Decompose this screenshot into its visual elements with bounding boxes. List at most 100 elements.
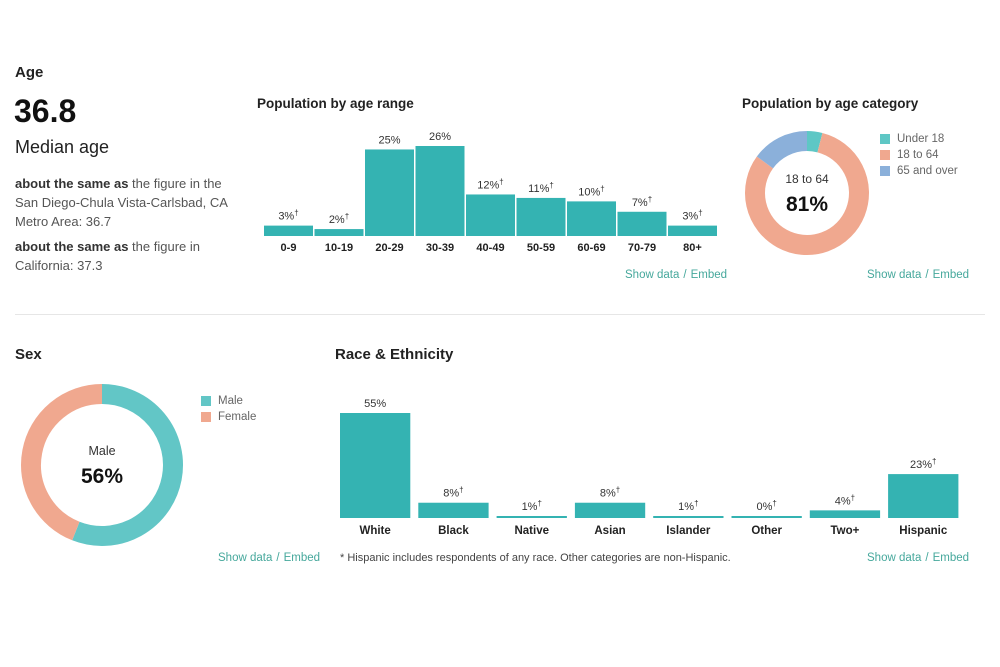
data-label-asian: 8%† <box>600 486 620 500</box>
category-label-10-19: 10-19 <box>325 242 353 254</box>
sex-show-data-link[interactable]: Show data <box>218 552 273 564</box>
sex-embed-link[interactable]: Embed <box>283 552 320 564</box>
median-age-label: Median age <box>15 137 110 157</box>
data-label-white: 55% <box>364 398 386 410</box>
age-category-embed-link[interactable]: Embed <box>932 269 969 281</box>
legend-label: 18 to 64 <box>897 149 939 161</box>
bar-white <box>340 413 411 518</box>
data-label-black: 8%† <box>443 486 463 500</box>
race-embed-link[interactable]: Embed <box>932 552 969 564</box>
sex-links: Show data / Embed <box>218 552 320 564</box>
margin-of-error-mark: † <box>694 499 698 508</box>
bar-hispanic <box>888 474 959 518</box>
age-category-show-data-link[interactable]: Show data <box>867 269 922 281</box>
age-section-title: Age <box>15 64 44 81</box>
data-label-0-9: 3%† <box>278 209 298 223</box>
data-label-60-69: 10%† <box>578 184 604 198</box>
margin-of-error-mark: † <box>549 181 553 190</box>
slice-male <box>72 384 183 546</box>
metro-comparison: about the same as the figure in the San … <box>15 174 240 231</box>
sex-center-label: Male <box>88 444 115 458</box>
bar-50-59 <box>516 197 566 236</box>
legend-label: Under 18 <box>897 133 945 145</box>
section-divider <box>15 314 985 315</box>
legend-label: Male <box>218 395 243 407</box>
slice-under-18 <box>806 131 823 153</box>
margin-of-error-mark: † <box>537 499 541 508</box>
legend-item-female: Female <box>201 409 256 425</box>
bar-30-39 <box>415 146 465 236</box>
category-label-0-9: 0-9 <box>281 242 297 254</box>
data-label-islander: 1%† <box>678 499 698 513</box>
margin-of-error-mark: † <box>616 486 620 495</box>
legend-item-male: Male <box>201 393 256 409</box>
margin-of-error-mark: † <box>648 195 652 204</box>
state-comparison: about the same as the figure in Californ… <box>15 237 240 275</box>
link-separator: / <box>683 269 687 281</box>
metro-comparison-text: the figure in the San Diego-Chula Vista-… <box>15 176 228 229</box>
category-label-20-29: 20-29 <box>375 242 403 254</box>
category-label-hispanic: Hispanic <box>899 525 948 537</box>
age-range-show-data-link[interactable]: Show data <box>625 269 680 281</box>
legend-label: 65 and over <box>897 165 958 177</box>
legend-item-under-18: Under 18 <box>880 131 958 147</box>
category-label-80: 80+ <box>683 242 702 254</box>
bar-two <box>809 510 881 518</box>
bar-40-49 <box>466 194 515 236</box>
bar-20-29 <box>365 149 414 236</box>
age-range-links: Show data / Embed <box>625 269 727 281</box>
legend-label: Female <box>218 411 257 423</box>
margin-of-error-mark: † <box>294 209 298 218</box>
data-label-80: 3%† <box>682 209 702 223</box>
race-show-data-link[interactable]: Show data <box>867 552 922 564</box>
age-category-center-label: 18 to 64 <box>785 172 829 186</box>
sex-legend: Male Female <box>201 393 256 425</box>
age-category-links: Show data / Embed <box>867 269 969 281</box>
link-separator: / <box>276 552 280 564</box>
category-label-other: Other <box>751 525 782 537</box>
category-label-asian: Asian <box>594 525 625 537</box>
data-label-native: 1%† <box>522 499 542 513</box>
data-label-other: 0%† <box>756 499 776 513</box>
data-label-10-19: 2%† <box>329 212 349 226</box>
link-separator: / <box>925 269 929 281</box>
margin-of-error-mark: † <box>600 184 604 193</box>
margin-of-error-mark: † <box>345 212 349 221</box>
age-range-chart: 3%† 0-9 2%† 10-19 25% 20-29 26% 30-39 12%† 40-49 1… <box>264 131 717 254</box>
legend-item-18-to-64: 18 to 64 <box>880 147 958 163</box>
slice-female <box>21 384 103 541</box>
category-label-black: Black <box>438 525 469 537</box>
sex-section-title: Sex <box>15 346 42 363</box>
category-label-30-39: 30-39 <box>426 242 454 254</box>
age-category-legend: Under 18 18 to 64 65 and over <box>880 131 958 179</box>
age-category-chart-title: Population by age category <box>742 96 919 111</box>
race-chart: 55% White 8%† Black 1%† Native 8%† Asian 1%† Isla… <box>340 398 959 537</box>
sex-donut: Male 56% <box>21 384 183 546</box>
legend-swatch <box>880 134 890 144</box>
state-comparison-emphasis: about the same as <box>15 239 129 254</box>
margin-of-error-mark: † <box>851 493 855 502</box>
legend-swatch <box>201 412 211 422</box>
legend-swatch <box>201 396 211 406</box>
median-age-value: 36.8 <box>14 93 77 129</box>
data-label-two: 4%† <box>835 493 855 507</box>
category-label-islander: Islander <box>666 525 711 537</box>
bar-islander <box>653 516 724 518</box>
age-category-donut: 18 to 64 81% <box>745 131 869 255</box>
age-range-embed-link[interactable]: Embed <box>690 269 727 281</box>
race-links: Show data / Embed <box>867 552 969 564</box>
margin-of-error-mark: † <box>459 486 463 495</box>
category-label-two: Two+ <box>831 525 860 537</box>
category-label-40-49: 40-49 <box>476 242 504 254</box>
metro-comparison-emphasis: about the same as <box>15 176 129 191</box>
race-footnote: * Hispanic includes respondents of any r… <box>340 552 731 564</box>
bar-70-79 <box>617 211 667 236</box>
sex-center-value: 56% <box>81 465 123 488</box>
bar-60-69 <box>567 201 616 236</box>
legend-swatch <box>880 166 890 176</box>
category-label-60-69: 60-69 <box>577 242 605 254</box>
margin-of-error-mark: † <box>772 499 776 508</box>
bar-80 <box>668 225 717 236</box>
race-section-title: Race & Ethnicity <box>335 346 454 363</box>
margin-of-error-mark: † <box>698 209 702 218</box>
